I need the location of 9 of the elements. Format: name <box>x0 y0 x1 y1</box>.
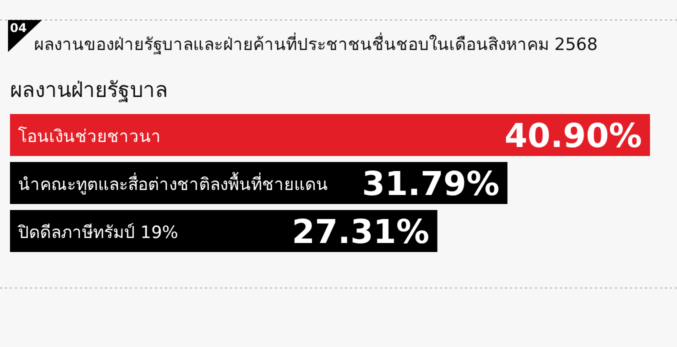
y-tick-label: นำคณะทูตและสื่อต่างชาติลงพื้นที่ชายแดน <box>18 172 328 195</box>
chart-subtitle: ผลงานฝ่ายรัฐบาล <box>10 78 168 102</box>
data-label: 31.79% <box>362 164 500 203</box>
y-tick-label: โอนเงินช่วยชาวนา <box>18 126 161 147</box>
data-label: 40.90% <box>504 116 642 155</box>
data-label: 27.31% <box>292 212 430 251</box>
chart-title: ผลงานของฝ่ายรัฐบาลและฝ่ายค้านที่ประชาชนชื่นชอบในเดือนสิงหาคม 2568 <box>34 32 598 55</box>
text: 04 <box>10 21 27 35</box>
y-tick-label: ปิดดีลภาษีทรัมป์ 19% <box>17 223 178 243</box>
